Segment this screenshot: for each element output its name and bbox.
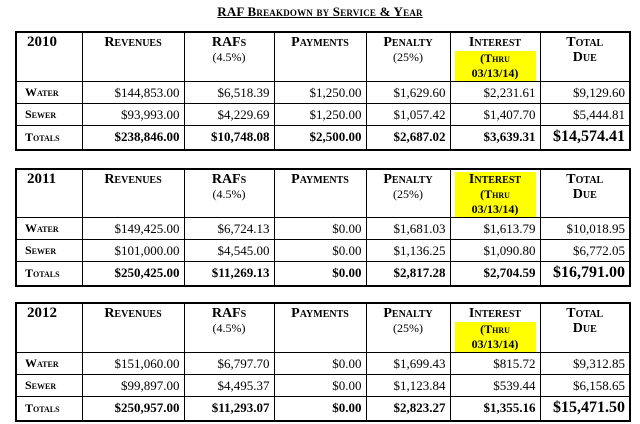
col-rafs: RAFs (4.5%)	[183, 31, 275, 82]
table-year-2011: 2011 Revenues RAFs (4.5%) Payments Penalt…	[15, 168, 631, 287]
col-total-due: Total Due	[539, 31, 631, 82]
table-row: Sewer $93,993.00 $4,229.69 $1,250.00 $1,…	[15, 103, 631, 126]
table-year-2010: 2010 Revenues RAFs (4.5%) Payments Penalt…	[15, 31, 631, 151]
totals-row: Totals $250,425.00 $11,269.13 $0.00 $2,8…	[15, 261, 631, 286]
col-revenues: Revenues	[81, 302, 185, 353]
table-row: Water $144,853.00 $6,518.39 $1,250.00 $1…	[15, 81, 631, 104]
col-penalty: Penalty (25%)	[365, 31, 451, 82]
table-row: Sewer $99,897.00 $4,495.37 $0.00 $1,123.…	[15, 374, 631, 397]
col-revenues: Revenues	[81, 168, 185, 218]
col-penalty: Penalty (25%)	[365, 302, 451, 353]
totals-row: Totals $238,846.00 $10,748.08 $2,500.00 …	[15, 125, 631, 150]
table-row: Sewer $101,000.00 $4,545.00 $0.00 $1,136…	[15, 239, 631, 262]
year-label: 2012	[15, 302, 83, 353]
col-payments: Payments	[273, 302, 367, 353]
col-revenues: Revenues	[81, 31, 185, 82]
grand-total: $15,471.50	[539, 396, 631, 421]
year-label: 2011	[15, 168, 83, 218]
col-total-due: Total Due	[539, 302, 631, 353]
col-interest: Interest (Thru 03/13/14)	[449, 31, 541, 82]
col-interest: Interest (Thru 03/13/14)	[449, 302, 541, 353]
page-title: RAF Breakdown by Service & Year	[217, 4, 423, 19]
col-rafs: RAFs (4.5%)	[183, 302, 275, 353]
table-row: Water $151,060.00 $6,797.70 $0.00 $1,699…	[15, 352, 631, 375]
totals-row: Totals $250,957.00 $11,293.07 $0.00 $2,8…	[15, 396, 631, 421]
grand-total: $14,574.41	[539, 125, 631, 150]
table-year-2012: 2012 Revenues RAFs (4.5%) Payments Penalt…	[15, 302, 631, 422]
col-payments: Payments	[273, 31, 367, 82]
col-interest: Interest (Thru 03/13/14)	[449, 168, 541, 218]
col-total-due: Total Due	[539, 168, 631, 218]
col-payments: Payments	[273, 168, 367, 218]
col-penalty: Penalty (25%)	[365, 168, 451, 218]
year-label: 2010	[15, 31, 83, 82]
col-rafs: RAFs (4.5%)	[183, 168, 275, 218]
grand-total: $16,791.00	[539, 261, 631, 286]
table-row: Water $149,425.00 $6,724.13 $0.00 $1,681…	[15, 217, 631, 240]
